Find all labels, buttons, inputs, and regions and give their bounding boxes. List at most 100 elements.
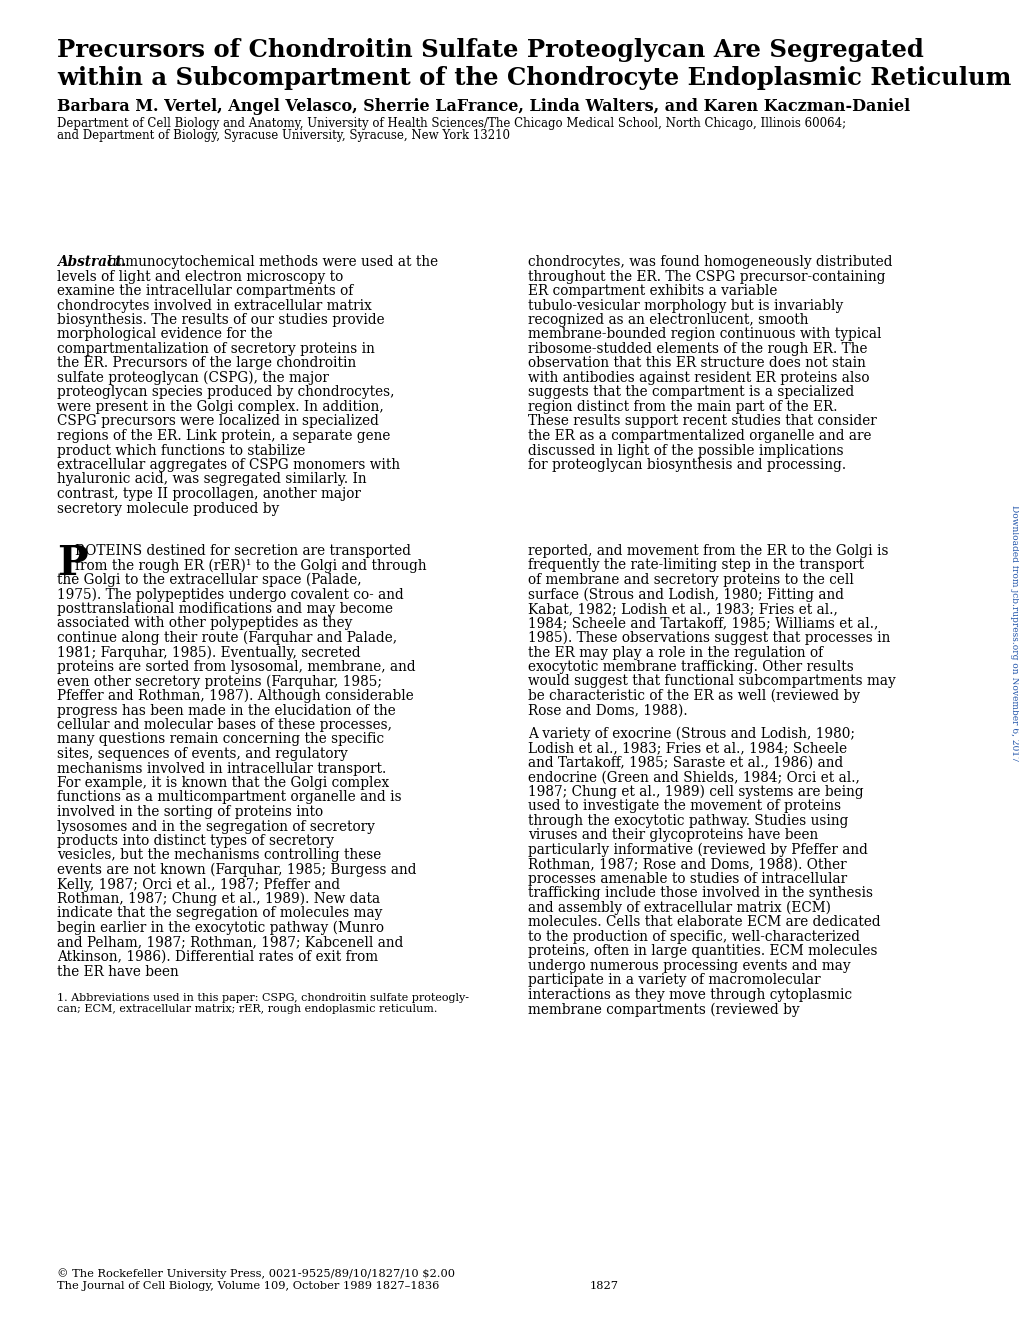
Text: mechanisms involved in intracellular transport.: mechanisms involved in intracellular tra…: [57, 762, 386, 776]
Text: begin earlier in the exocytotic pathway (Munro: begin earlier in the exocytotic pathway …: [57, 921, 383, 936]
Text: be characteristic of the ER as well (reviewed by: be characteristic of the ER as well (rev…: [528, 689, 859, 704]
Text: proteins, often in large quantities. ECM molecules: proteins, often in large quantities. ECM…: [528, 944, 876, 958]
Text: A variety of exocrine (Strous and Lodish, 1980;: A variety of exocrine (Strous and Lodish…: [528, 727, 854, 741]
Text: within a Subcompartment of the Chondrocyte Endoplasmic Reticulum: within a Subcompartment of the Chondrocy…: [57, 66, 1010, 90]
Text: observation that this ER structure does not stain: observation that this ER structure does …: [528, 356, 865, 371]
Text: processes amenable to studies of intracellular: processes amenable to studies of intrace…: [528, 871, 847, 886]
Text: the ER may play a role in the regulation of: the ER may play a role in the regulation…: [528, 645, 822, 660]
Text: participate in a variety of macromolecular: participate in a variety of macromolecul…: [528, 973, 820, 987]
Text: can; ECM, extracellular matrix; rER, rough endoplasmic reticulum.: can; ECM, extracellular matrix; rER, rou…: [57, 1005, 437, 1014]
Text: viruses and their glycoproteins have been: viruses and their glycoproteins have bee…: [528, 828, 817, 842]
Text: contrast, type II procollagen, another major: contrast, type II procollagen, another m…: [57, 487, 361, 502]
Text: were present in the Golgi complex. In addition,: were present in the Golgi complex. In ad…: [57, 400, 383, 414]
Text: Kelly, 1987; Orci et al., 1987; Pfeffer and: Kelly, 1987; Orci et al., 1987; Pfeffer …: [57, 878, 339, 891]
Text: region distinct from the main part of the ER.: region distinct from the main part of th…: [528, 400, 837, 414]
Text: morphological evidence for the: morphological evidence for the: [57, 327, 272, 342]
Text: P: P: [57, 544, 88, 583]
Text: particularly informative (reviewed by Pfeffer and: particularly informative (reviewed by Pf…: [528, 842, 867, 857]
Text: levels of light and electron microscopy to: levels of light and electron microscopy …: [57, 269, 343, 284]
Text: involved in the sorting of proteins into: involved in the sorting of proteins into: [57, 805, 323, 818]
Text: events are not known (Farquhar, 1985; Burgess and: events are not known (Farquhar, 1985; Bu…: [57, 863, 416, 878]
Text: products into distinct types of secretory: products into distinct types of secretor…: [57, 834, 333, 847]
Text: cellular and molecular bases of these processes,: cellular and molecular bases of these pr…: [57, 718, 391, 733]
Text: extracellular aggregates of CSPG monomers with: extracellular aggregates of CSPG monomer…: [57, 458, 399, 473]
Text: proteoglycan species produced by chondrocytes,: proteoglycan species produced by chondro…: [57, 385, 394, 400]
Text: throughout the ER. The CSPG precursor-containing: throughout the ER. The CSPG precursor-co…: [528, 269, 884, 284]
Text: hyaluronic acid, was segregated similarly. In: hyaluronic acid, was segregated similarl…: [57, 473, 366, 487]
Text: and Tartakoff, 1985; Saraste et al., 1986) and: and Tartakoff, 1985; Saraste et al., 198…: [528, 755, 843, 770]
Text: indicate that the segregation of molecules may: indicate that the segregation of molecul…: [57, 907, 382, 920]
Text: chondrocytes involved in extracellular matrix: chondrocytes involved in extracellular m…: [57, 298, 371, 313]
Text: associated with other polypeptides as they: associated with other polypeptides as th…: [57, 616, 352, 631]
Text: compartmentalization of secretory proteins in: compartmentalization of secretory protei…: [57, 342, 375, 356]
Text: even other secretory proteins (Farquhar, 1985;: even other secretory proteins (Farquhar,…: [57, 675, 382, 689]
Text: Abstract.: Abstract.: [57, 255, 126, 269]
Text: 1984; Scheele and Tartakoff, 1985; Williams et al.,: 1984; Scheele and Tartakoff, 1985; Willi…: [528, 616, 877, 631]
Text: discussed in light of the possible implications: discussed in light of the possible impli…: [528, 444, 843, 458]
Text: Immunocytochemical methods were used at the: Immunocytochemical methods were used at …: [107, 255, 438, 269]
Text: used to investigate the movement of proteins: used to investigate the movement of prot…: [528, 799, 841, 813]
Text: Pfeffer and Rothman, 1987). Although considerable: Pfeffer and Rothman, 1987). Although con…: [57, 689, 414, 704]
Text: Rothman, 1987; Rose and Doms, 1988). Other: Rothman, 1987; Rose and Doms, 1988). Oth…: [528, 857, 846, 871]
Text: the ER as a compartmentalized organelle and are: the ER as a compartmentalized organelle …: [528, 429, 870, 444]
Text: with antibodies against resident ER proteins also: with antibodies against resident ER prot…: [528, 371, 868, 385]
Text: molecules. Cells that elaborate ECM are dedicated: molecules. Cells that elaborate ECM are …: [528, 915, 879, 929]
Text: 1987; Chung et al., 1989) cell systems are being: 1987; Chung et al., 1989) cell systems a…: [528, 784, 863, 799]
Text: posttranslational modifications and may become: posttranslational modifications and may …: [57, 602, 392, 616]
Text: proteins are sorted from lysosomal, membrane, and: proteins are sorted from lysosomal, memb…: [57, 660, 415, 675]
Text: 1827: 1827: [589, 1280, 619, 1291]
Text: Rose and Doms, 1988).: Rose and Doms, 1988).: [528, 704, 687, 718]
Text: The Journal of Cell Biology, Volume 109, October 1989 1827–1836: The Journal of Cell Biology, Volume 109,…: [57, 1280, 439, 1291]
Text: secretory molecule produced by: secretory molecule produced by: [57, 502, 279, 516]
Text: For example, it is known that the Golgi complex: For example, it is known that the Golgi …: [57, 776, 388, 789]
Text: lysosomes and in the segregation of secretory: lysosomes and in the segregation of secr…: [57, 820, 375, 833]
Text: chondrocytes, was found homogeneously distributed: chondrocytes, was found homogeneously di…: [528, 255, 892, 269]
Text: suggests that the compartment is a specialized: suggests that the compartment is a speci…: [528, 385, 854, 400]
Text: CSPG precursors were localized in specialized: CSPG precursors were localized in specia…: [57, 414, 378, 429]
Text: the ER have been: the ER have been: [57, 965, 178, 978]
Text: Precursors of Chondroitin Sulfate Proteoglycan Are Segregated: Precursors of Chondroitin Sulfate Proteo…: [57, 38, 923, 62]
Text: progress has been made in the elucidation of the: progress has been made in the elucidatio…: [57, 704, 395, 718]
Text: would suggest that functional subcompartments may: would suggest that functional subcompart…: [528, 675, 895, 689]
Text: membrane compartments (reviewed by: membrane compartments (reviewed by: [528, 1002, 799, 1016]
Text: 1985). These observations suggest that processes in: 1985). These observations suggest that p…: [528, 631, 890, 645]
Text: 1. Abbreviations used in this paper: CSPG, chondroitin sulfate proteogly-: 1. Abbreviations used in this paper: CSP…: [57, 993, 469, 1003]
Text: trafficking include those involved in the synthesis: trafficking include those involved in th…: [528, 886, 872, 900]
Text: ROTEINS destined for secretion are transported: ROTEINS destined for secretion are trans…: [75, 544, 411, 558]
Text: reported, and movement from the ER to the Golgi is: reported, and movement from the ER to th…: [528, 544, 888, 558]
Text: for proteoglycan biosynthesis and processing.: for proteoglycan biosynthesis and proces…: [528, 458, 846, 473]
Text: the Golgi to the extracellular space (Palade,: the Golgi to the extracellular space (Pa…: [57, 573, 362, 587]
Text: Atkinson, 1986). Differential rates of exit from: Atkinson, 1986). Differential rates of e…: [57, 950, 378, 964]
Text: functions as a multicompartment organelle and is: functions as a multicompartment organell…: [57, 791, 401, 804]
Text: membrane-bounded region continuous with typical: membrane-bounded region continuous with …: [528, 327, 880, 342]
Text: These results support recent studies that consider: These results support recent studies tha…: [528, 414, 876, 429]
Text: tubulo-vesicular morphology but is invariably: tubulo-vesicular morphology but is invar…: [528, 298, 843, 313]
Text: examine the intracellular compartments of: examine the intracellular compartments o…: [57, 284, 353, 298]
Text: Lodish et al., 1983; Fries et al., 1984; Scheele: Lodish et al., 1983; Fries et al., 1984;…: [528, 742, 847, 755]
Text: surface (Strous and Lodish, 1980; Fitting and: surface (Strous and Lodish, 1980; Fittin…: [528, 587, 843, 602]
Text: of membrane and secretory proteins to the cell: of membrane and secretory proteins to th…: [528, 573, 853, 587]
Text: many questions remain concerning the specific: many questions remain concerning the spe…: [57, 733, 384, 747]
Text: from the rough ER (rER)¹ to the Golgi and through: from the rough ER (rER)¹ to the Golgi an…: [75, 558, 426, 573]
Text: regions of the ER. Link protein, a separate gene: regions of the ER. Link protein, a separ…: [57, 429, 390, 444]
Text: ER compartment exhibits a variable: ER compartment exhibits a variable: [528, 284, 776, 298]
Text: ribosome-studded elements of the rough ER. The: ribosome-studded elements of the rough E…: [528, 342, 866, 356]
Text: Kabat, 1982; Lodish et al., 1983; Fries et al.,: Kabat, 1982; Lodish et al., 1983; Fries …: [528, 602, 837, 616]
Text: and Department of Biology, Syracuse University, Syracuse, New York 13210: and Department of Biology, Syracuse Univ…: [57, 129, 510, 143]
Text: Department of Cell Biology and Anatomy, University of Health Sciences/The Chicag: Department of Cell Biology and Anatomy, …: [57, 117, 846, 129]
Text: and Pelham, 1987; Rothman, 1987; Kabcenell and: and Pelham, 1987; Rothman, 1987; Kabcene…: [57, 936, 403, 949]
Text: sites, sequences of events, and regulatory: sites, sequences of events, and regulato…: [57, 747, 347, 762]
Text: interactions as they move through cytoplasmic: interactions as they move through cytopl…: [528, 987, 851, 1002]
Text: to the production of specific, well-characterized: to the production of specific, well-char…: [528, 929, 859, 944]
Text: sulfate proteoglycan (CSPG), the major: sulfate proteoglycan (CSPG), the major: [57, 371, 328, 385]
Text: undergo numerous processing events and may: undergo numerous processing events and m…: [528, 958, 850, 973]
Text: Barbara M. Vertel, Angel Velasco, Sherrie LaFrance, Linda Walters, and Karen Kac: Barbara M. Vertel, Angel Velasco, Sherri…: [57, 98, 909, 115]
Text: exocytotic membrane trafficking. Other results: exocytotic membrane trafficking. Other r…: [528, 660, 853, 675]
Text: product which functions to stabilize: product which functions to stabilize: [57, 444, 305, 458]
Text: 1981; Farquhar, 1985). Eventually, secreted: 1981; Farquhar, 1985). Eventually, secre…: [57, 645, 361, 660]
Text: through the exocytotic pathway. Studies using: through the exocytotic pathway. Studies …: [528, 813, 848, 828]
Text: frequently the rate-limiting step in the transport: frequently the rate-limiting step in the…: [528, 558, 863, 573]
Text: © The Rockefeller University Press, 0021-9525/89/10/1827/10 $2.00: © The Rockefeller University Press, 0021…: [57, 1269, 454, 1279]
Text: Rothman, 1987; Chung et al., 1989). New data: Rothman, 1987; Chung et al., 1989). New …: [57, 892, 380, 907]
Text: biosynthesis. The results of our studies provide: biosynthesis. The results of our studies…: [57, 313, 384, 327]
